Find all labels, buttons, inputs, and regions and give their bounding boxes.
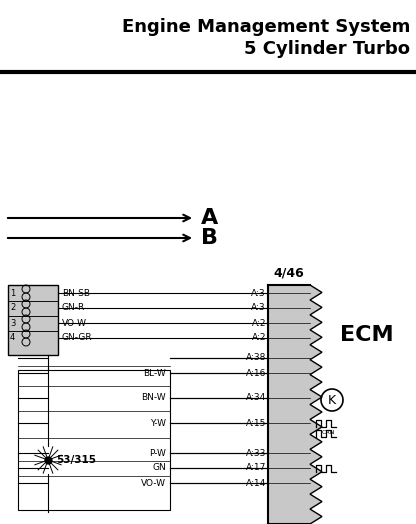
Text: A:16: A:16 [245, 368, 266, 377]
Text: CAN: CAN [321, 431, 335, 435]
Text: GN: GN [152, 464, 166, 473]
Text: A:14: A:14 [246, 478, 266, 487]
Text: VO-W: VO-W [62, 319, 87, 328]
Text: Engine Management System: Engine Management System [121, 18, 410, 36]
Text: 3: 3 [10, 319, 15, 328]
Text: B: B [201, 228, 218, 248]
Text: A:2: A:2 [252, 319, 266, 328]
Text: P-W: P-W [149, 449, 166, 457]
Text: A:33: A:33 [245, 449, 266, 457]
Text: BN-W: BN-W [141, 394, 166, 402]
Text: A: A [201, 208, 218, 228]
Text: 1: 1 [10, 289, 15, 298]
Text: K: K [328, 394, 336, 407]
Text: A:3: A:3 [251, 303, 266, 312]
Text: A:2: A:2 [252, 333, 266, 343]
Text: VO-W: VO-W [141, 478, 166, 487]
Polygon shape [268, 285, 322, 524]
Text: A:3: A:3 [251, 289, 266, 298]
Text: 2: 2 [10, 303, 15, 312]
Text: 5 Cylinder Turbo: 5 Cylinder Turbo [244, 40, 410, 58]
Text: A:15: A:15 [245, 419, 266, 428]
Text: GN-GR: GN-GR [62, 333, 93, 343]
Text: A:38: A:38 [245, 354, 266, 363]
Bar [18, 370, 170, 510]
Text: 4/46: 4/46 [274, 266, 305, 279]
Text: GN-R: GN-R [62, 303, 85, 312]
Text: A:17: A:17 [245, 464, 266, 473]
Text: ECM: ECM [340, 325, 394, 345]
Text: 4: 4 [10, 333, 15, 343]
Text: 53/315: 53/315 [56, 455, 96, 465]
Text: BL-W: BL-W [143, 368, 166, 377]
Text: Y-W: Y-W [150, 419, 166, 428]
Bar [8, 285, 58, 355]
Text: BN-SB: BN-SB [62, 289, 90, 298]
Text: A:34: A:34 [246, 394, 266, 402]
